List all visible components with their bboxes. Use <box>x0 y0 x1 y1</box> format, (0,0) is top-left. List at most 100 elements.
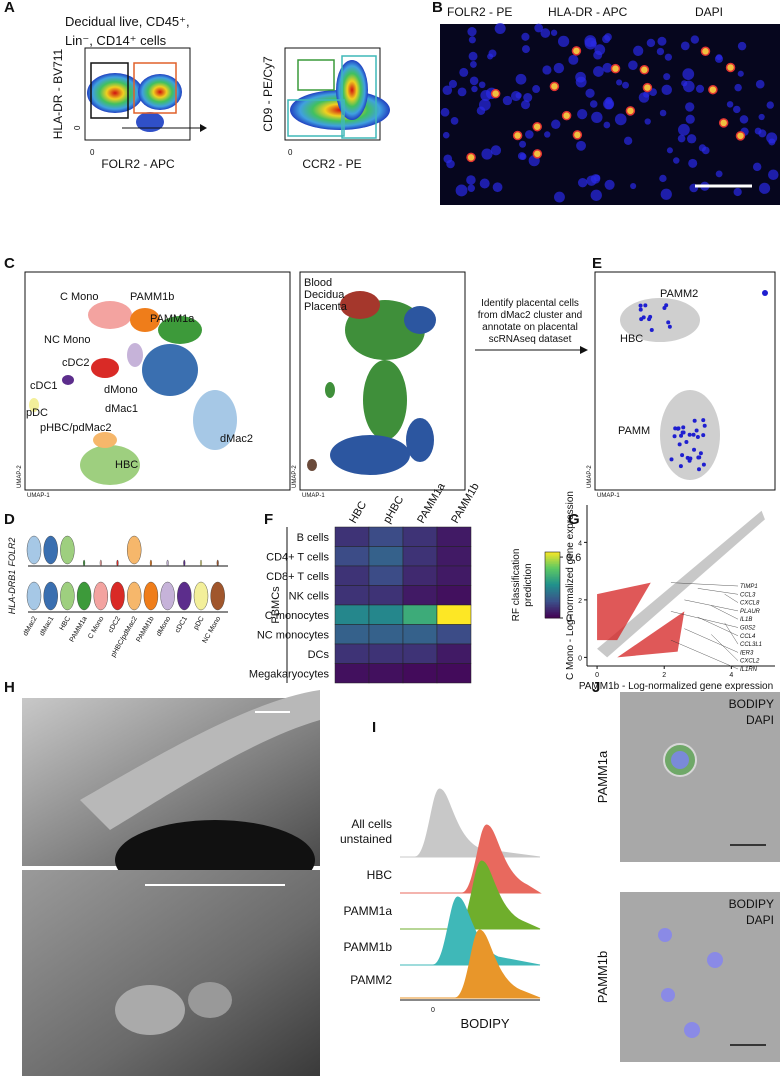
nucleus <box>685 114 695 124</box>
legend-entry: Placenta <box>304 301 348 313</box>
nucleus <box>550 29 558 36</box>
category-label: cDC2 <box>107 615 122 634</box>
colorbar <box>545 558 560 561</box>
legend-dot <box>762 290 768 296</box>
nucleus <box>602 35 611 44</box>
nucleus <box>459 67 469 77</box>
colorbar <box>545 566 560 569</box>
cell <box>700 46 711 57</box>
colorbar <box>545 588 560 591</box>
gene-label: CXCL2 <box>740 659 760 665</box>
channel-label: HLA-DR - APC <box>548 5 628 19</box>
colorbar <box>545 608 560 611</box>
axis-label: HLA-DR - BV711 <box>51 48 65 139</box>
sem-image <box>22 870 320 1076</box>
leader <box>670 639 739 670</box>
violin <box>93 581 109 611</box>
cluster-label: dMac1 <box>105 403 138 415</box>
cell <box>638 307 643 312</box>
violin <box>183 559 186 567</box>
nucleus <box>517 152 526 160</box>
row-label: C monocytes <box>265 610 330 622</box>
nucleus <box>520 100 531 110</box>
gate-title: Lin⁻, CD14⁺ cells <box>65 33 167 48</box>
axis-label: UMAP-2 <box>292 465 298 488</box>
tick-label: 0 <box>431 1007 435 1014</box>
violin <box>83 559 86 567</box>
colorbar <box>545 598 560 601</box>
nucleus <box>476 106 486 115</box>
nucleus <box>576 140 586 151</box>
cell <box>697 467 702 472</box>
heatmap-cell <box>334 663 370 684</box>
cell <box>680 430 685 435</box>
cell <box>691 432 696 437</box>
violin <box>26 581 42 611</box>
nucleus <box>698 144 707 152</box>
row-label: All cells <box>351 817 392 831</box>
cell <box>532 149 543 159</box>
heatmap-cell <box>334 624 370 645</box>
tick-label: 2 <box>578 598 582 605</box>
violin <box>60 535 75 565</box>
leader <box>684 599 739 612</box>
heatmap-cell <box>402 546 438 567</box>
nucleus <box>739 115 749 124</box>
cluster-label: PAMM1a <box>150 313 195 325</box>
nucleus <box>630 183 637 190</box>
nucleus <box>604 179 615 190</box>
tick-label: 4 <box>578 540 582 547</box>
nucleus <box>467 184 475 192</box>
violin <box>166 559 169 567</box>
nucleus <box>568 54 579 65</box>
nucleus <box>715 170 723 178</box>
nucleus <box>585 88 595 98</box>
nucleus <box>553 62 565 74</box>
nucleus <box>519 140 527 148</box>
gene-label: PLAUR <box>740 609 761 615</box>
tick-label: 0 <box>578 655 582 662</box>
panel-label: E <box>592 255 602 272</box>
axis-label: CCR2 - PE <box>302 157 361 171</box>
cell <box>698 451 703 456</box>
tick-label: 0 <box>288 148 293 157</box>
cell <box>701 418 706 423</box>
nucleus <box>659 109 667 117</box>
row-label: NC monocytes <box>257 629 330 641</box>
nucleus <box>534 23 544 33</box>
cell <box>687 458 692 463</box>
row-label: Megakaryocytes <box>249 668 330 680</box>
nucleus <box>589 100 598 108</box>
cell <box>490 88 501 99</box>
micro-image <box>620 692 780 862</box>
pamm2-cells <box>638 303 707 472</box>
heatmap-cell <box>334 526 370 547</box>
cell <box>662 305 667 310</box>
cell <box>679 433 684 438</box>
nucleus <box>714 54 724 63</box>
cluster-label: HBC <box>620 333 643 345</box>
stain-label: DAPI <box>746 713 774 727</box>
heatmap-cell <box>334 546 370 567</box>
colorbar-frame <box>544 551 561 619</box>
channel-label: DAPI <box>695 5 723 19</box>
nucleus <box>659 174 667 183</box>
point-cloud <box>617 611 685 658</box>
row-label: DCs <box>308 649 330 661</box>
cell <box>669 457 674 462</box>
nucleus <box>468 51 478 61</box>
gene-label: FOLR2 <box>7 537 17 566</box>
colorbar <box>545 552 560 555</box>
cell <box>466 152 476 163</box>
colorbar <box>545 613 560 616</box>
gene-label: CXCL8 <box>740 601 760 607</box>
nucleus <box>657 36 667 46</box>
colorbar <box>545 594 560 598</box>
colorbar <box>545 611 560 614</box>
violin <box>177 581 192 611</box>
colorbar <box>545 568 560 571</box>
heatmap-cell <box>368 643 404 664</box>
panel-label: D <box>4 511 15 528</box>
